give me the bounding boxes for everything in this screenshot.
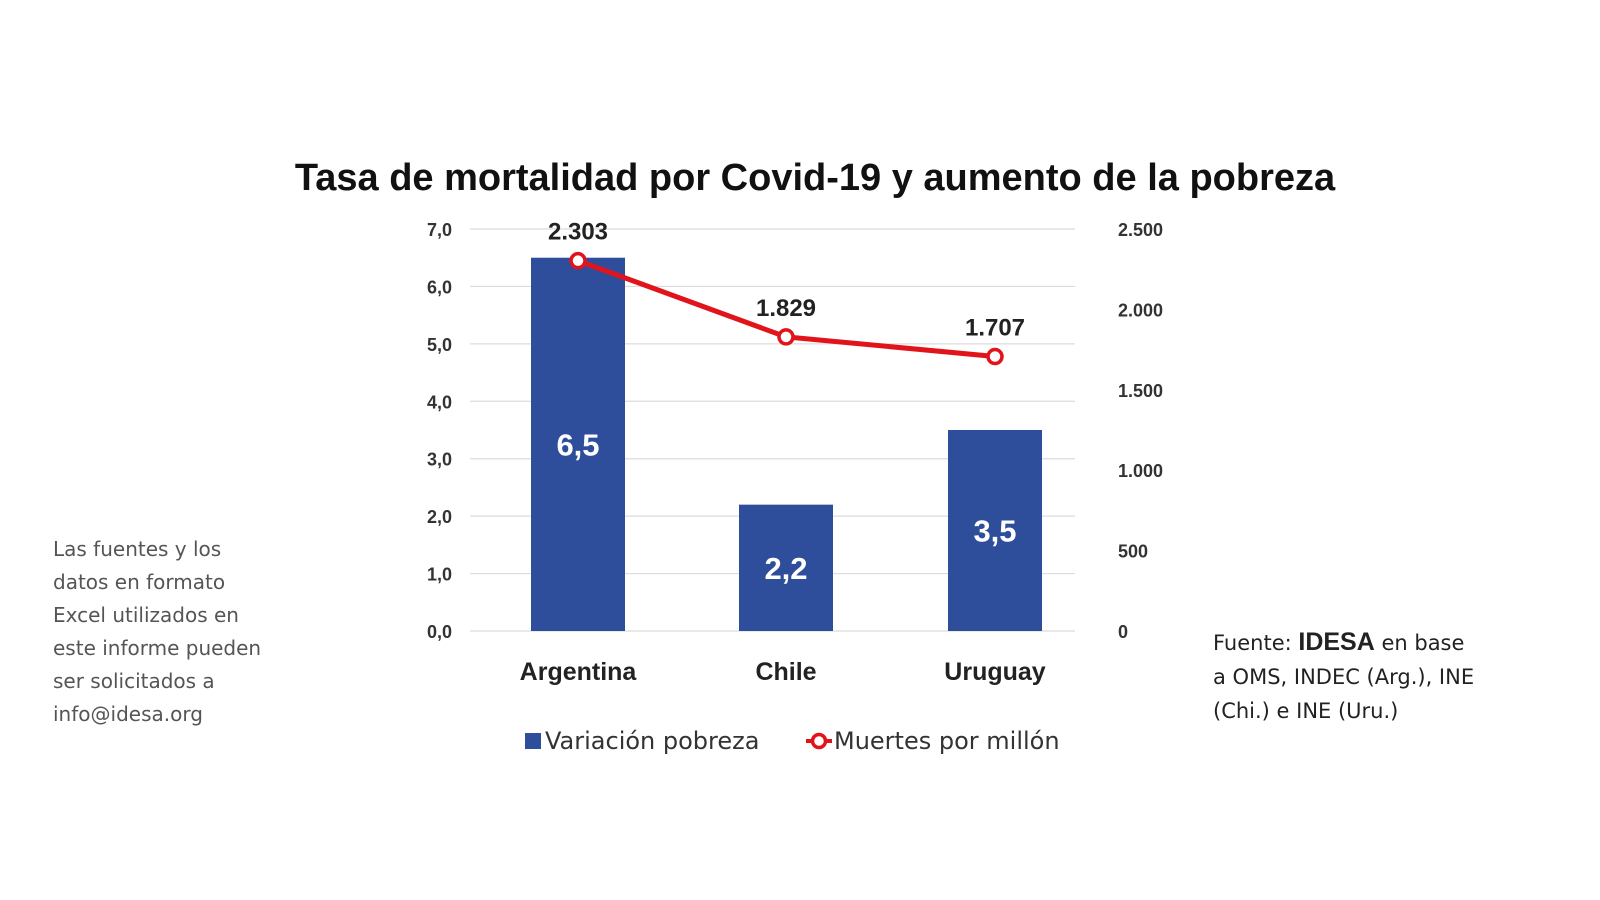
side-note-line: ser solicitados a [53,669,215,693]
legend-label-line: Muertes por millón [834,727,1060,755]
bar-series: 6,5 2,2 3,5 [531,257,1042,631]
category-label: Uruguay [944,658,1046,686]
line-point [986,347,1004,366]
left-tick-label: 2,0 [427,507,452,527]
category-axis: Argentina Chile Uruguay [520,658,1046,686]
right-tick-label: 1.000 [1118,461,1163,481]
line-series: 2.303 1.829 1.707 [548,219,1025,366]
source-suffix: en base [1374,631,1465,655]
category-label: Argentina [520,658,638,686]
right-tick-label: 0 [1118,622,1128,642]
bar-argentina [531,257,625,631]
side-note-email: info@idesa.org [53,702,203,726]
source-note: Fuente: IDESA en base a OMS, INDEC (Arg.… [1213,625,1553,728]
chart-title: Tasa de mortalidad por Covid-19 y aument… [295,157,1336,199]
left-tick-label: 0,0 [427,622,452,642]
bar-value-label: 6,5 [556,427,599,462]
left-tick-label: 5,0 [427,335,452,355]
side-note-line: datos en formato [53,570,226,594]
legend-swatch-marker [810,732,828,750]
left-tick-label: 4,0 [427,392,452,412]
line-value-label: 1.707 [965,315,1025,342]
source-line-2: a OMS, INDEC (Arg.), INE [1213,665,1475,689]
line-value-label: 2.303 [548,219,608,246]
category-label: Chile [755,658,816,686]
bar-value-label: 2,2 [764,551,807,586]
source-line-3: (Chi.) e INE (Uru.) [1213,699,1399,723]
side-note: Las fuentes y los datos en formato Excel… [53,533,313,731]
right-tick-label: 2.500 [1118,220,1163,240]
legend-swatch-bar [525,733,541,749]
source-prefix: Fuente: [1213,631,1299,655]
left-tick-label: 7,0 [427,220,452,240]
source-line-1: Fuente: IDESA en base [1213,625,1553,660]
legend: Variación pobreza Muertes por millón [525,727,1060,755]
side-note-line: Excel utilizados en [53,603,239,627]
bar-value-label: 3,5 [973,514,1016,549]
right-tick-label: 500 [1118,542,1148,562]
source-brand: IDESA [1298,628,1375,656]
bar-chile [739,504,833,631]
left-tick-label: 1,0 [427,565,452,585]
right-tick-label: 2.000 [1118,300,1163,320]
side-note-line: Las fuentes y los [53,537,222,561]
side-note-line: este informe pueden [53,636,262,660]
right-tick-label: 1.500 [1118,381,1163,401]
bar-uruguay [948,430,1042,631]
line-point [569,251,587,270]
line-point [777,328,795,346]
line-value-label: 1.829 [756,295,816,322]
legend-label-bar: Variación pobreza [545,727,759,755]
left-axis: 0,0 1,0 2,0 3,0 4,0 5,0 6,0 7,0 [427,220,452,642]
left-tick-label: 3,0 [427,450,452,470]
left-tick-label: 6,0 [427,277,452,297]
right-axis: 0 500 1.000 1.500 2.000 2.500 [1118,220,1163,642]
